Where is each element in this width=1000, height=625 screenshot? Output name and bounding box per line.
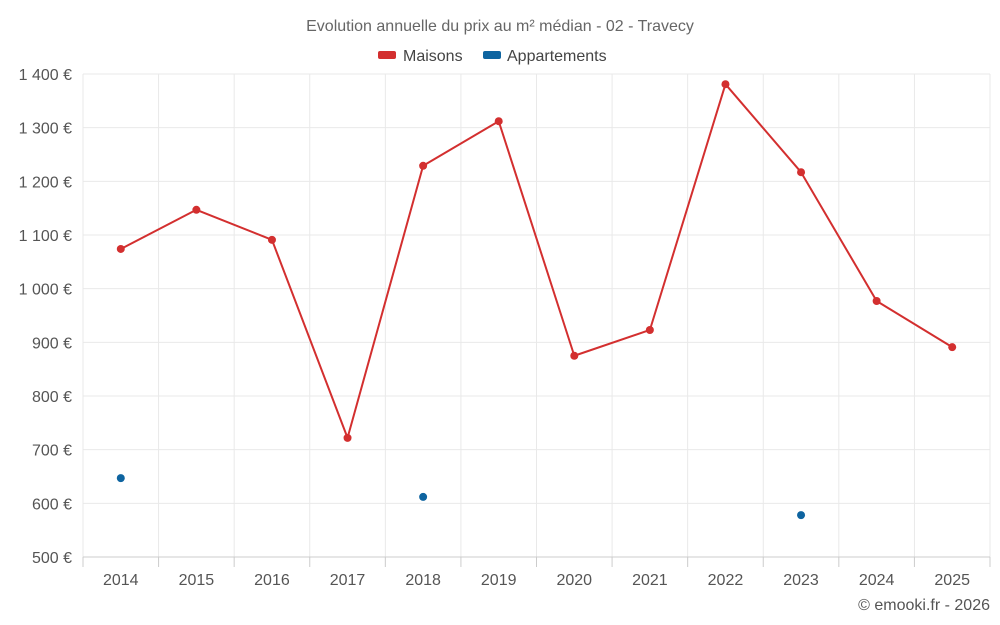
- y-tick-label: 1 200 €: [19, 174, 72, 191]
- x-tick-label: 2020: [556, 572, 592, 589]
- data-point-appartements: [419, 492, 428, 501]
- legend-label-appartements[interactable]: Appartements: [507, 48, 607, 65]
- y-tick-label: 500 €: [32, 550, 72, 567]
- data-point-maisons: [721, 80, 730, 89]
- y-tick-label: 600 €: [32, 496, 72, 513]
- y-tick-label: 1 400 €: [19, 67, 72, 84]
- x-tick-label: 2017: [330, 572, 366, 589]
- data-point-maisons: [494, 117, 503, 126]
- legend-marker-appartements: [483, 51, 501, 59]
- y-tick-label: 900 €: [32, 335, 72, 352]
- data-point-maisons: [645, 325, 654, 334]
- y-tick-label: 1 000 €: [19, 282, 72, 299]
- series-line-maisons: [119, 208, 198, 250]
- axes: 500 € 600 € 700 € 800 € 900 € 1 000 € 1 100 € 1…: [19, 67, 991, 589]
- footer-credit: © emooki.fr - 2026: [858, 597, 990, 614]
- data-point-maisons: [343, 433, 352, 442]
- series-maisons: [116, 80, 957, 442]
- series-line-maisons: [195, 208, 273, 241]
- data-point-appartements: [116, 474, 125, 483]
- legend-item-maisons[interactable]: Maisons: [378, 48, 463, 65]
- x-tick-label: 2021: [632, 572, 668, 589]
- grid-lines: [82, 73, 991, 557]
- x-tick-label: 2014: [103, 572, 139, 589]
- x-tick-label: 2019: [481, 572, 517, 589]
- y-tick-label: 700 €: [32, 443, 72, 460]
- data-point-maisons: [267, 235, 276, 244]
- series-appartements: [116, 474, 806, 520]
- x-tick-label: 2015: [179, 572, 215, 589]
- series: [116, 80, 957, 520]
- x-tick-label: 2018: [405, 572, 441, 589]
- series-line-maisons: [875, 300, 954, 349]
- data-point-maisons: [872, 297, 881, 306]
- data-point-appartements: [797, 511, 806, 520]
- x-tick-label: 2023: [783, 572, 819, 589]
- series-line-maisons: [648, 83, 727, 331]
- data-point-maisons: [192, 205, 201, 214]
- x-tick-label: 2016: [254, 572, 290, 589]
- y-tick-label: 1 300 €: [19, 121, 72, 138]
- legend-item-appartements[interactable]: Appartements: [483, 48, 607, 65]
- chart-title: Evolution annuelle du prix au m² médian …: [306, 18, 694, 35]
- legend-marker-maisons: [378, 51, 396, 59]
- data-point-maisons: [419, 161, 428, 170]
- y-tick-label: 800 €: [32, 389, 72, 406]
- series-line-maisons: [497, 120, 576, 357]
- data-point-maisons: [948, 343, 957, 352]
- series-line-maisons: [346, 164, 425, 439]
- series-line-maisons: [573, 328, 651, 357]
- x-tick-label: 2024: [859, 572, 895, 589]
- legend: Maisons Appartements: [378, 48, 607, 65]
- legend-label-maisons[interactable]: Maisons: [403, 48, 463, 65]
- data-point-maisons: [570, 351, 579, 360]
- series-line-maisons: [422, 120, 500, 167]
- series-line-maisons: [270, 238, 349, 439]
- y-tick-label: 1 100 €: [19, 228, 72, 245]
- series-line-maisons: [724, 83, 803, 174]
- x-tick-label: 2025: [934, 572, 970, 589]
- data-point-maisons: [116, 244, 125, 253]
- x-tick-label: 2022: [708, 572, 744, 589]
- data-point-maisons: [797, 168, 806, 177]
- series-line-maisons: [800, 171, 878, 303]
